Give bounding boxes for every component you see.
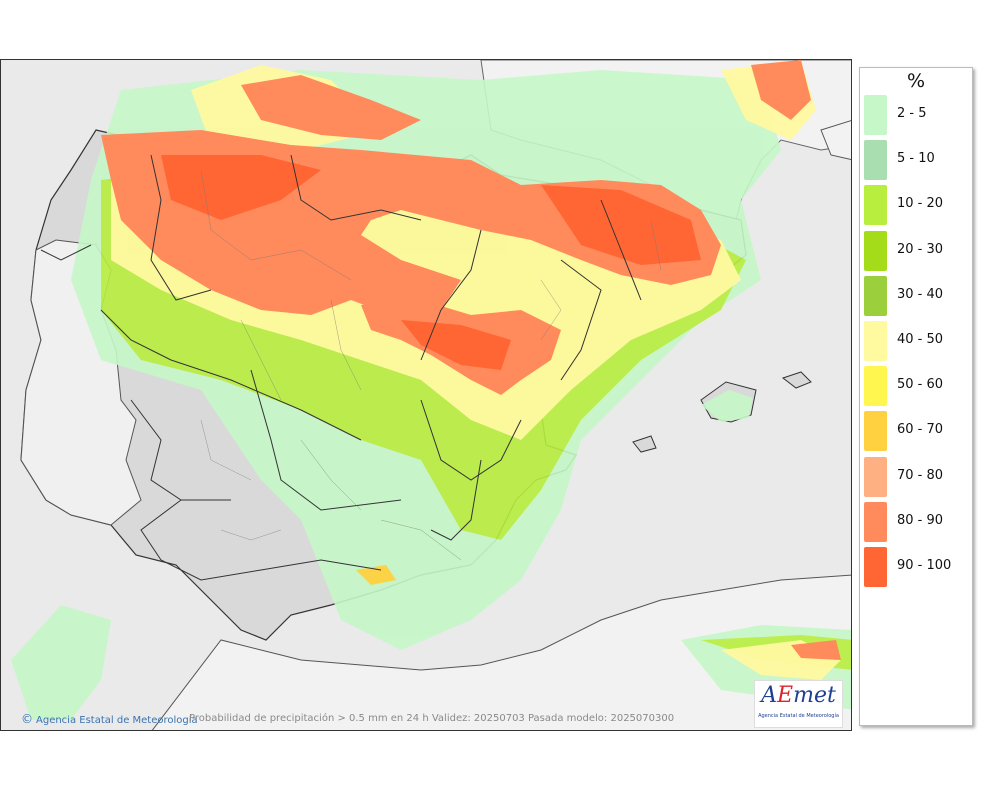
legend-label: 70 - 80 [897, 467, 944, 483]
legend-swatch [864, 411, 887, 452]
logo-subtitle: Agencia Estatal de Meteorología [758, 713, 839, 719]
legend-swatch [864, 140, 887, 181]
aemet-logo: AEmet Agencia Estatal de Meteorología [754, 680, 843, 728]
land-africa [151, 574, 851, 730]
legend-swatch [864, 366, 887, 407]
legend-item: 10 - 20 [864, 185, 970, 226]
legend-swatch [864, 456, 887, 497]
island-ibiza [632, 435, 657, 453]
legend: % 2 - 5 5 - 10 10 - 20 20 - 30 30 - 40 40 - 5… [859, 67, 973, 726]
legend-label: 40 - 50 [897, 332, 944, 347]
map-description: Probabilidad de precipitación > 0.5 mm e… [189, 713, 675, 724]
legend-label: 80 - 90 [897, 512, 944, 528]
logo-wordmark: AEmet [761, 683, 836, 708]
legend-label: 10 - 20 [897, 196, 944, 212]
legend-item: 90 - 100 [864, 547, 970, 587]
legend-swatch [864, 185, 887, 226]
legend-label: 2 - 5 [897, 106, 927, 121]
region-borders [40, 154, 642, 581]
legend-label: 5 - 10 [897, 151, 935, 167]
legend-item: 60 - 70 [864, 411, 970, 452]
legend-label: 20 - 30 [897, 241, 944, 257]
province-borders [200, 169, 662, 561]
legend-label: 50 - 60 [897, 377, 944, 393]
legend-swatch [864, 547, 887, 587]
agency-credit-text: Agencia Estatal de Meteorología [36, 715, 198, 726]
legend-item: 2 - 5 [864, 95, 970, 135]
island-menorca [781, 371, 812, 389]
legend-item: 40 - 50 [864, 321, 970, 361]
legend-label: 60 - 70 [897, 422, 944, 438]
copyright-icon: © [21, 712, 33, 726]
legend-swatch [864, 321, 887, 361]
legend-item: 80 - 90 [864, 501, 970, 542]
island-corsica [820, 120, 851, 161]
legend-unit: % [906, 70, 926, 92]
legend-item: 50 - 60 [864, 366, 970, 407]
agency-credit: © Agencia Estatal de Meteorología [21, 712, 198, 726]
legend-label: 30 - 40 [897, 286, 944, 302]
legend-label: 90 - 100 [897, 558, 952, 573]
legend-swatch [864, 501, 887, 542]
probability-map [0, 59, 852, 731]
legend-swatch [864, 230, 887, 271]
legend-item: 20 - 30 [864, 230, 970, 271]
legend-swatch [864, 275, 887, 316]
legend-item: 5 - 10 [864, 140, 970, 181]
legend-item: 70 - 80 [864, 456, 970, 497]
probability-layer-high [101, 60, 841, 660]
legend-item: 30 - 40 [864, 275, 970, 316]
legend-swatch [864, 95, 887, 135]
